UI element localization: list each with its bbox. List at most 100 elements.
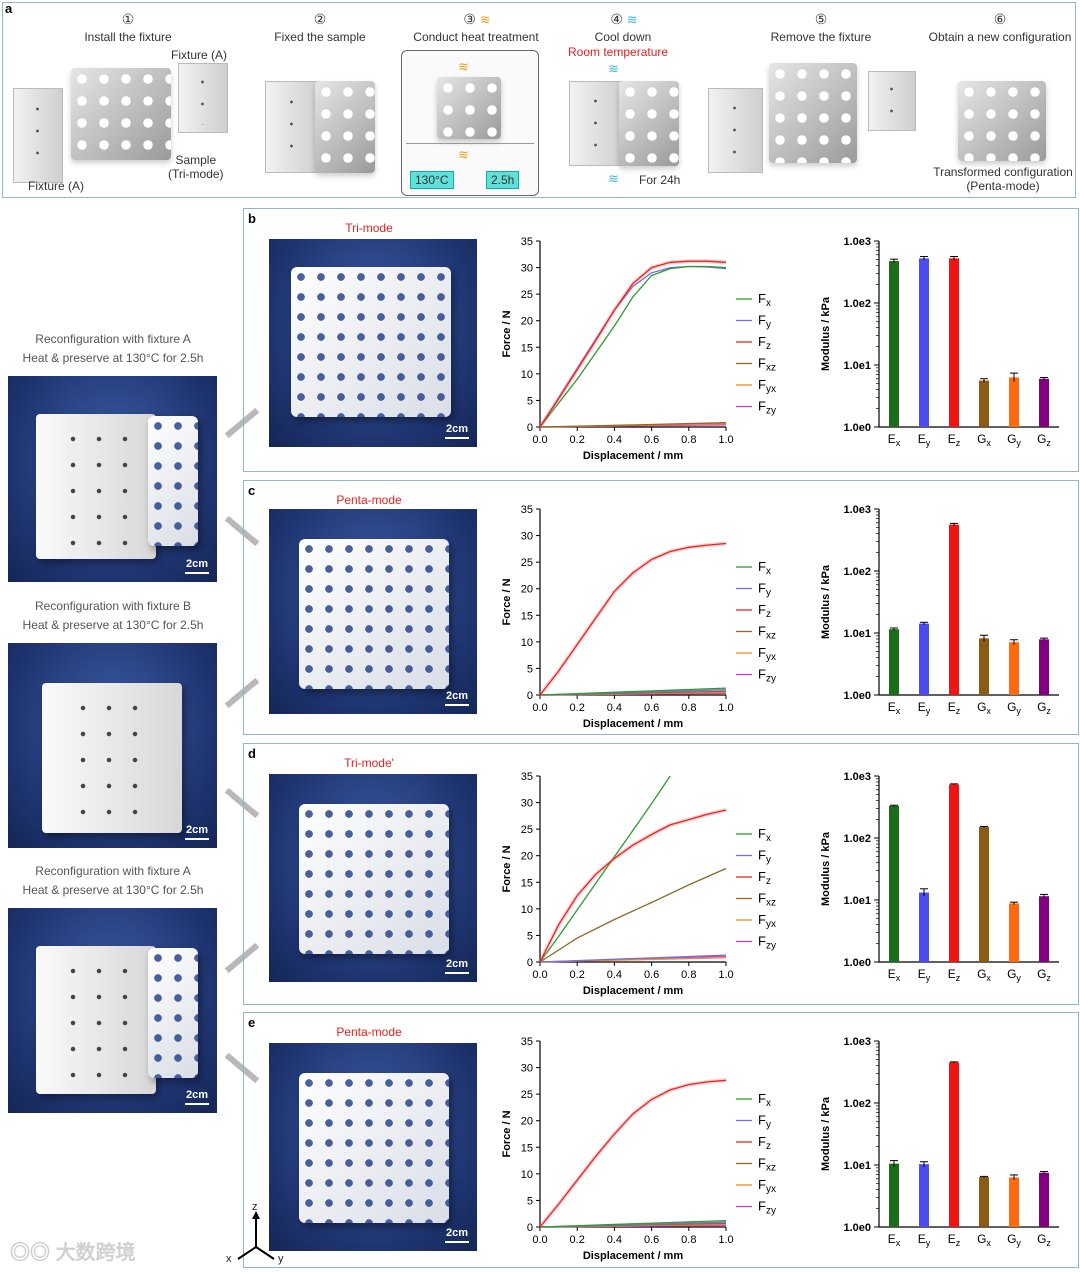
y-tick-label: 1.0e0 [843, 422, 871, 434]
step-1-label: Install the fixture [84, 30, 172, 44]
series-band-Fz [538, 259, 727, 429]
mode-title-b: Tri-mode [345, 221, 393, 235]
bar-Gy [1009, 642, 1019, 695]
step-4-number-text: ④ [610, 11, 623, 27]
step-5-number: ⑤ [814, 11, 828, 27]
modulus-bar-chart-d: 1.0e0 1.0e1 1.0e2 1.0e3 Modulus / kPa Ex Ey Ez G… [820, 771, 1059, 983]
y-tick-label: 15 [521, 1142, 533, 1154]
y-tick-label: 15 [521, 342, 533, 354]
penta-mode-2-photo-object [299, 1073, 449, 1223]
fixture-top-callout: Fixture (A) [171, 48, 228, 62]
cool-time-label: For 24h [639, 173, 681, 187]
legend-label-Fzy: Fzy [758, 1199, 776, 1217]
x-tick-label: 0.8 [681, 702, 696, 714]
x-tick-label-Gz: Gz [1037, 1232, 1051, 1248]
fixture-a-photo-object [36, 414, 156, 559]
scale-bar-label: 2cm [185, 558, 209, 570]
y-tick-label: 10 [521, 904, 533, 916]
x-tick-label-Ey: Ey [918, 967, 931, 983]
fixture-plate-step4 [569, 81, 624, 166]
y-tick-label: 30 [521, 531, 533, 543]
released-sample-illustration [769, 63, 857, 163]
step-1: ① Install the fixture [73, 11, 183, 44]
bar-Ey [919, 1164, 929, 1227]
series-line-Fz [539, 542, 727, 696]
x-tick-label: 0.6 [644, 702, 659, 714]
panel-d: d Tri-mode' 2cm 0 5 10 15 20 25 30 35 0.0 0.2 0.4 0… [243, 743, 1079, 1005]
legend-label-Fyx: Fyx [758, 645, 776, 663]
x-tick-label: 0.6 [644, 969, 659, 981]
x-tick-label: 0.4 [607, 969, 622, 981]
photo-fixture-a-2: 2cm [8, 908, 217, 1113]
photo-fixture-b: 2cm [8, 643, 217, 848]
legend-label-Fxz: Fxz [758, 356, 776, 374]
series-line-Fxz [539, 867, 727, 963]
reconfig-caption-3-line1: Reconfiguration with fixture A [35, 864, 191, 878]
x-tick-label-Ex: Ex [888, 1232, 901, 1248]
bar-Ex [889, 805, 899, 962]
y-tick-label: 25 [521, 289, 533, 301]
y-axis-title: Modulus / kPa [820, 831, 832, 906]
scale-bar-label: 2cm [445, 690, 469, 702]
reconfig-caption-2-line2: Heat & preserve at 130°C for 2.5h [22, 618, 204, 632]
legend-label-Fz: Fz [758, 1134, 771, 1152]
step-2-number: ② [313, 11, 327, 27]
panel-label-b: b [248, 211, 256, 226]
transformed-mode: (Penta-mode) [966, 179, 1040, 193]
scale-bar-label: 2cm [445, 958, 469, 970]
y-tick-label: 15 [521, 877, 533, 889]
bar-Ex [889, 1163, 899, 1227]
scale-bar-label: 2cm [185, 824, 209, 836]
modulus-bar-chart-e: 1.0e0 1.0e1 1.0e2 1.0e3 Modulus / kPa Ex Ey Ez G… [820, 1036, 1059, 1248]
x-tick-label-Gy: Gy [1007, 432, 1021, 448]
x-tick-label: 0.2 [570, 969, 585, 981]
series-line-Fz [539, 260, 727, 428]
step-5: ⑤ Remove the fixture [761, 11, 881, 44]
watermark: ◎◎ 大数跨境 [10, 1236, 136, 1265]
force-displacement-chart-c: 0 5 10 15 20 25 30 35 0.0 0.2 0.4 0.6 0.8 1.0 Displace… [501, 504, 776, 730]
sample-mode: (Tri-mode) [168, 167, 224, 181]
watermark-text: 大数跨境 [55, 1242, 136, 1264]
series-band-Fz [538, 1078, 727, 1229]
reconfig-caption-2: Reconfiguration with fixture B Heat & pr… [8, 597, 218, 635]
fixture-b-photo-object [42, 683, 182, 833]
legend-label-Fx: Fx [758, 291, 771, 309]
y-tick-label: 1.0e2 [843, 1098, 871, 1110]
series-line-Fx [539, 1219, 727, 1228]
y-tick-label: 5 [527, 1195, 533, 1207]
fixture-plate-right [178, 63, 228, 133]
x-tick-label: 0.8 [681, 969, 696, 981]
legend-label-Fz: Fz [758, 869, 771, 887]
x-tick-label: 0.4 [607, 434, 622, 446]
y-axis-title: Force / N [501, 845, 513, 892]
y-tick-label: 1.0e3 [843, 771, 871, 783]
lattice-photo-object [148, 416, 198, 546]
bar-Ex [889, 629, 899, 695]
y-tick-label: 25 [521, 1089, 533, 1101]
x-tick-label-Ex: Ex [888, 432, 901, 448]
y-tick-label: 1.0e0 [843, 957, 871, 969]
legend-label-Fzy: Fzy [758, 667, 776, 685]
y-tick-label: 20 [521, 316, 533, 328]
y-tick-label: 1.0e1 [843, 360, 871, 372]
y-tick-label: 20 [521, 1116, 533, 1128]
lattice2-photo-object [148, 948, 198, 1078]
modulus-bar-chart-c: 1.0e0 1.0e1 1.0e2 1.0e3 Modulus / kPa Ex Ey Ez G… [820, 504, 1059, 716]
reconfig-caption-3: Reconfiguration with fixture A Heat & pr… [8, 862, 218, 900]
legend-label-Fyx: Fyx [758, 377, 776, 395]
bar-Gx [979, 380, 989, 427]
y-tick-label: 1.0e2 [843, 566, 871, 578]
y-tick-label: 30 [521, 1063, 533, 1075]
step-4-label: Cool down [594, 30, 652, 44]
step-6: ⑥ Obtain a new configuration [925, 11, 1075, 44]
bar-Gz [1039, 639, 1049, 695]
scale-bar-label: 2cm [185, 1089, 209, 1101]
bar-Gx [979, 1177, 989, 1227]
x-axis-title: Displacement / mm [583, 985, 683, 997]
x-tick-label-Gx: Gx [977, 1232, 991, 1248]
y-tick-label: 25 [521, 824, 533, 836]
x-tick-label: 1.0 [718, 1234, 733, 1246]
legend-label-Fx: Fx [758, 826, 771, 844]
legend-label-Fzy: Fzy [758, 934, 776, 952]
x-tick-label: 1.0 [718, 702, 733, 714]
